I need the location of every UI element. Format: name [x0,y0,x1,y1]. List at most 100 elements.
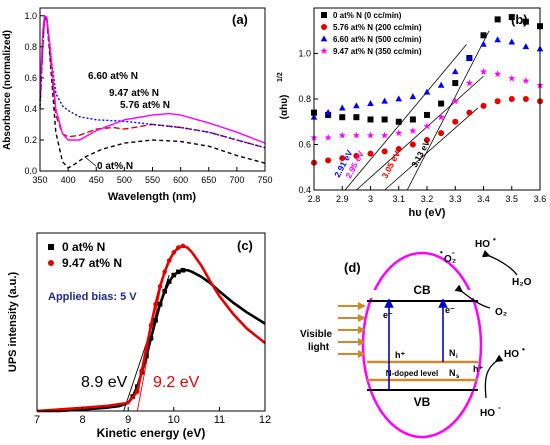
vb-label: VB [414,395,431,409]
panel-b-xtick-label: 3.5 [505,194,518,204]
panel-a-series-line-3 [39,14,266,144]
o2-reduction-arrow [454,284,491,309]
label-9-2-ev: 9.2 eV [153,374,200,391]
panel-b-ytick-label: 0.6 [298,140,311,150]
panel-b-tangent-2 [384,107,479,191]
annot-0: 0 at% N [97,161,133,172]
panel-b-point-s3 [338,131,346,139]
panel-b-ytick-label: 0.8 [298,94,311,104]
particle-ellipse [361,251,483,439]
panel-b-point-s2 [480,40,487,47]
o2-radical-dot: • [440,248,443,257]
panel-c-xlabel: Kinetic energy (eV) [97,426,206,440]
panel-b-point-s3 [493,70,502,78]
panel-c-point-s0 [176,269,181,275]
panel-a-tag: (a) [232,12,248,27]
panel-d-tag: (d) [344,260,361,275]
panel-b-legend: 0 at% N (0 cc/min) 5.76 at% N (200 cc/min… [320,11,422,56]
panel-b-point-s1 [452,118,459,125]
light-arrow-head [358,314,366,322]
panel-b-legend-marker [320,35,328,42]
panel-c-point-s1 [153,301,158,307]
panel-b-tangent-0 [344,44,467,191]
panel-b: 2.8 2.9 3 3.1 3.2 3.3 3.4 3.5 3.6 0.4 0.6 0.8 1.0 (b… [277,7,546,219]
panel-c-tag: (c) [237,238,253,253]
panel-b-tangent-3 [406,30,490,191]
o2-label: O₂ [495,307,507,318]
panel-b-point-s3 [508,74,516,82]
panel-c-legend-label: 0 at% N [62,240,105,254]
panel-b-point-s3 [479,67,488,75]
panel-b-point-s0 [424,111,430,118]
panel-b-point-s0 [522,18,529,25]
panel-b-xtick-label: 3.2 [421,194,434,204]
panel-b-point-s1 [438,130,445,137]
panel-b-legend-label: 9.47 at% N (350 cc/min) [333,47,422,56]
ho-right-dot: • [522,345,525,354]
panel-b-legend-marker [320,47,328,55]
panel-a-xtick-label: 650 [201,175,216,185]
panel-b-point-s2 [522,43,530,50]
panel-c-point-s1 [139,368,145,373]
panel-b-point-s3 [522,76,530,84]
hole-label-1: h⁺ [395,350,405,360]
visible-light-label-2: light [308,342,330,353]
panel-b-xtick-label: 3.1 [392,194,405,204]
panel-b-ytick-label: 1.0 [298,49,311,59]
panel-a-xtick-label: 550 [145,175,160,185]
label-8-9-ev: 8.9 eV [81,374,128,391]
hole-label-2: h⁺ [473,364,483,374]
panel-c-point-s0 [153,318,158,323]
panel-c-legend-marker [48,244,54,250]
panel-a-xtick-label: 450 [89,175,104,185]
annot-6-60: 6.60 at% N [88,71,138,82]
panel-c-point-s1 [171,250,177,255]
panel-b-point-s0 [452,80,459,87]
panel-b-point-s1 [339,155,346,162]
cb-band-fill [368,290,476,298]
panel-d: (d) CB VB N-doped level e⁻ e⁻ h⁺ N i N s… [300,235,532,439]
panel-a-ylabel: Absorbance (normalized) [2,30,13,150]
panel-b-point-s3 [352,131,361,139]
panel-c: 7 8 9 10 11 12 (c) Kinetic energy (eV) UPS in… [7,232,271,440]
panel-c-point-s1 [162,269,167,275]
ho-right-label: HO [504,349,519,360]
panel-b-tag: (b) [511,12,528,27]
panel-b-point-s3 [324,133,332,141]
panel-b-tangent-1 [356,75,484,191]
panel-b-point-s1 [325,157,332,164]
panel-b-point-s1 [480,102,487,109]
panel-b-ylabel-sup: 1/2 [277,72,284,82]
panel-a-series-line-1 [39,17,266,149]
panel-b-legend-marker [321,12,327,18]
ho-top-label: HO [475,239,490,250]
panel-b-point-s3 [395,129,403,137]
panel-c-point-s1 [135,389,140,394]
panel-c-xtick-label: 9 [125,414,131,426]
panel-b-point-s3 [409,126,417,135]
panel-a-xtick-label: 600 [173,175,188,185]
annot-5-76: 5.76 at% N [120,100,170,111]
light-arrow-head [358,326,366,334]
panel-b-point-s0 [438,100,445,107]
panel-b-point-s2 [451,68,459,75]
applied-bias-label: Applied bias: 5 V [48,291,137,303]
panel-b-point-s3 [451,97,459,105]
light-arrow-head [358,302,366,310]
panel-b-point-s0 [508,14,515,21]
panel-b-point-s1 [367,150,374,157]
panel-b-point-s1 [424,136,430,143]
panel-c-point-s1 [176,245,181,250]
panel-c-point-s0 [162,288,167,294]
panel-a-xtick-label: 400 [61,175,76,185]
panel-b-legend-label: 0 at% N (0 cc/min) [333,11,402,20]
panel-c-point-s0 [166,279,172,284]
panel-a-ytick-label: 0.8 [24,42,37,52]
o2-radical-minus: - [452,248,455,257]
electron-label-2: e⁻ [445,305,455,315]
doped-level-label: N-doped level [386,369,438,378]
panel-b-xtick-label: 3.3 [449,194,462,204]
panel-a-ytick-label: 1.0 [24,11,37,21]
ho-bottom-label: HO [480,408,495,419]
